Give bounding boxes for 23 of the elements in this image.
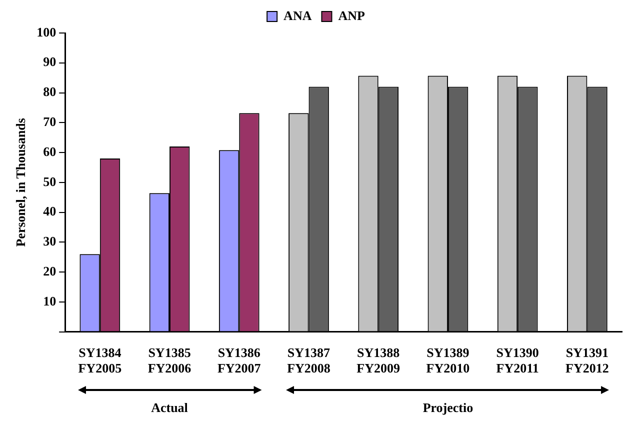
x-tick-label: SY1391 FY2012 xyxy=(566,344,609,376)
x-tick-label: SY1385 FY2006 xyxy=(148,344,192,376)
x-tick-label: SY1387 FY2008 xyxy=(287,344,331,376)
x-tick-label: SY1384 FY2005 xyxy=(78,344,122,376)
y-tick-label: 50 xyxy=(43,174,56,189)
y-tick-label: 40 xyxy=(43,204,56,219)
x-tick-label: SY1388 FY2009 xyxy=(356,344,401,376)
y-tick-label: 60 xyxy=(43,144,56,159)
legend-label: ANP xyxy=(338,8,365,23)
y-tick-label: 30 xyxy=(43,234,56,249)
x-tick-label: SY1389 FY2010 xyxy=(426,344,470,376)
y-tick-label: 100 xyxy=(36,24,56,40)
legend-label: ANA xyxy=(284,8,312,23)
text: Projectio xyxy=(422,400,474,416)
y-axis-title: Personel, in Thousands xyxy=(13,118,28,247)
text: Actual xyxy=(151,400,188,416)
x-tick-label: SY1386 FY2007 xyxy=(217,344,262,376)
y-tick-label: 90 xyxy=(43,54,56,70)
y-tick-label: 10 xyxy=(43,293,56,308)
y-tick-label: 20 xyxy=(43,263,56,278)
x-tick-label: SY1390 FY2011 xyxy=(496,344,539,376)
y-tick-label: 80 xyxy=(43,84,56,100)
y-tick-label: 70 xyxy=(43,114,56,129)
